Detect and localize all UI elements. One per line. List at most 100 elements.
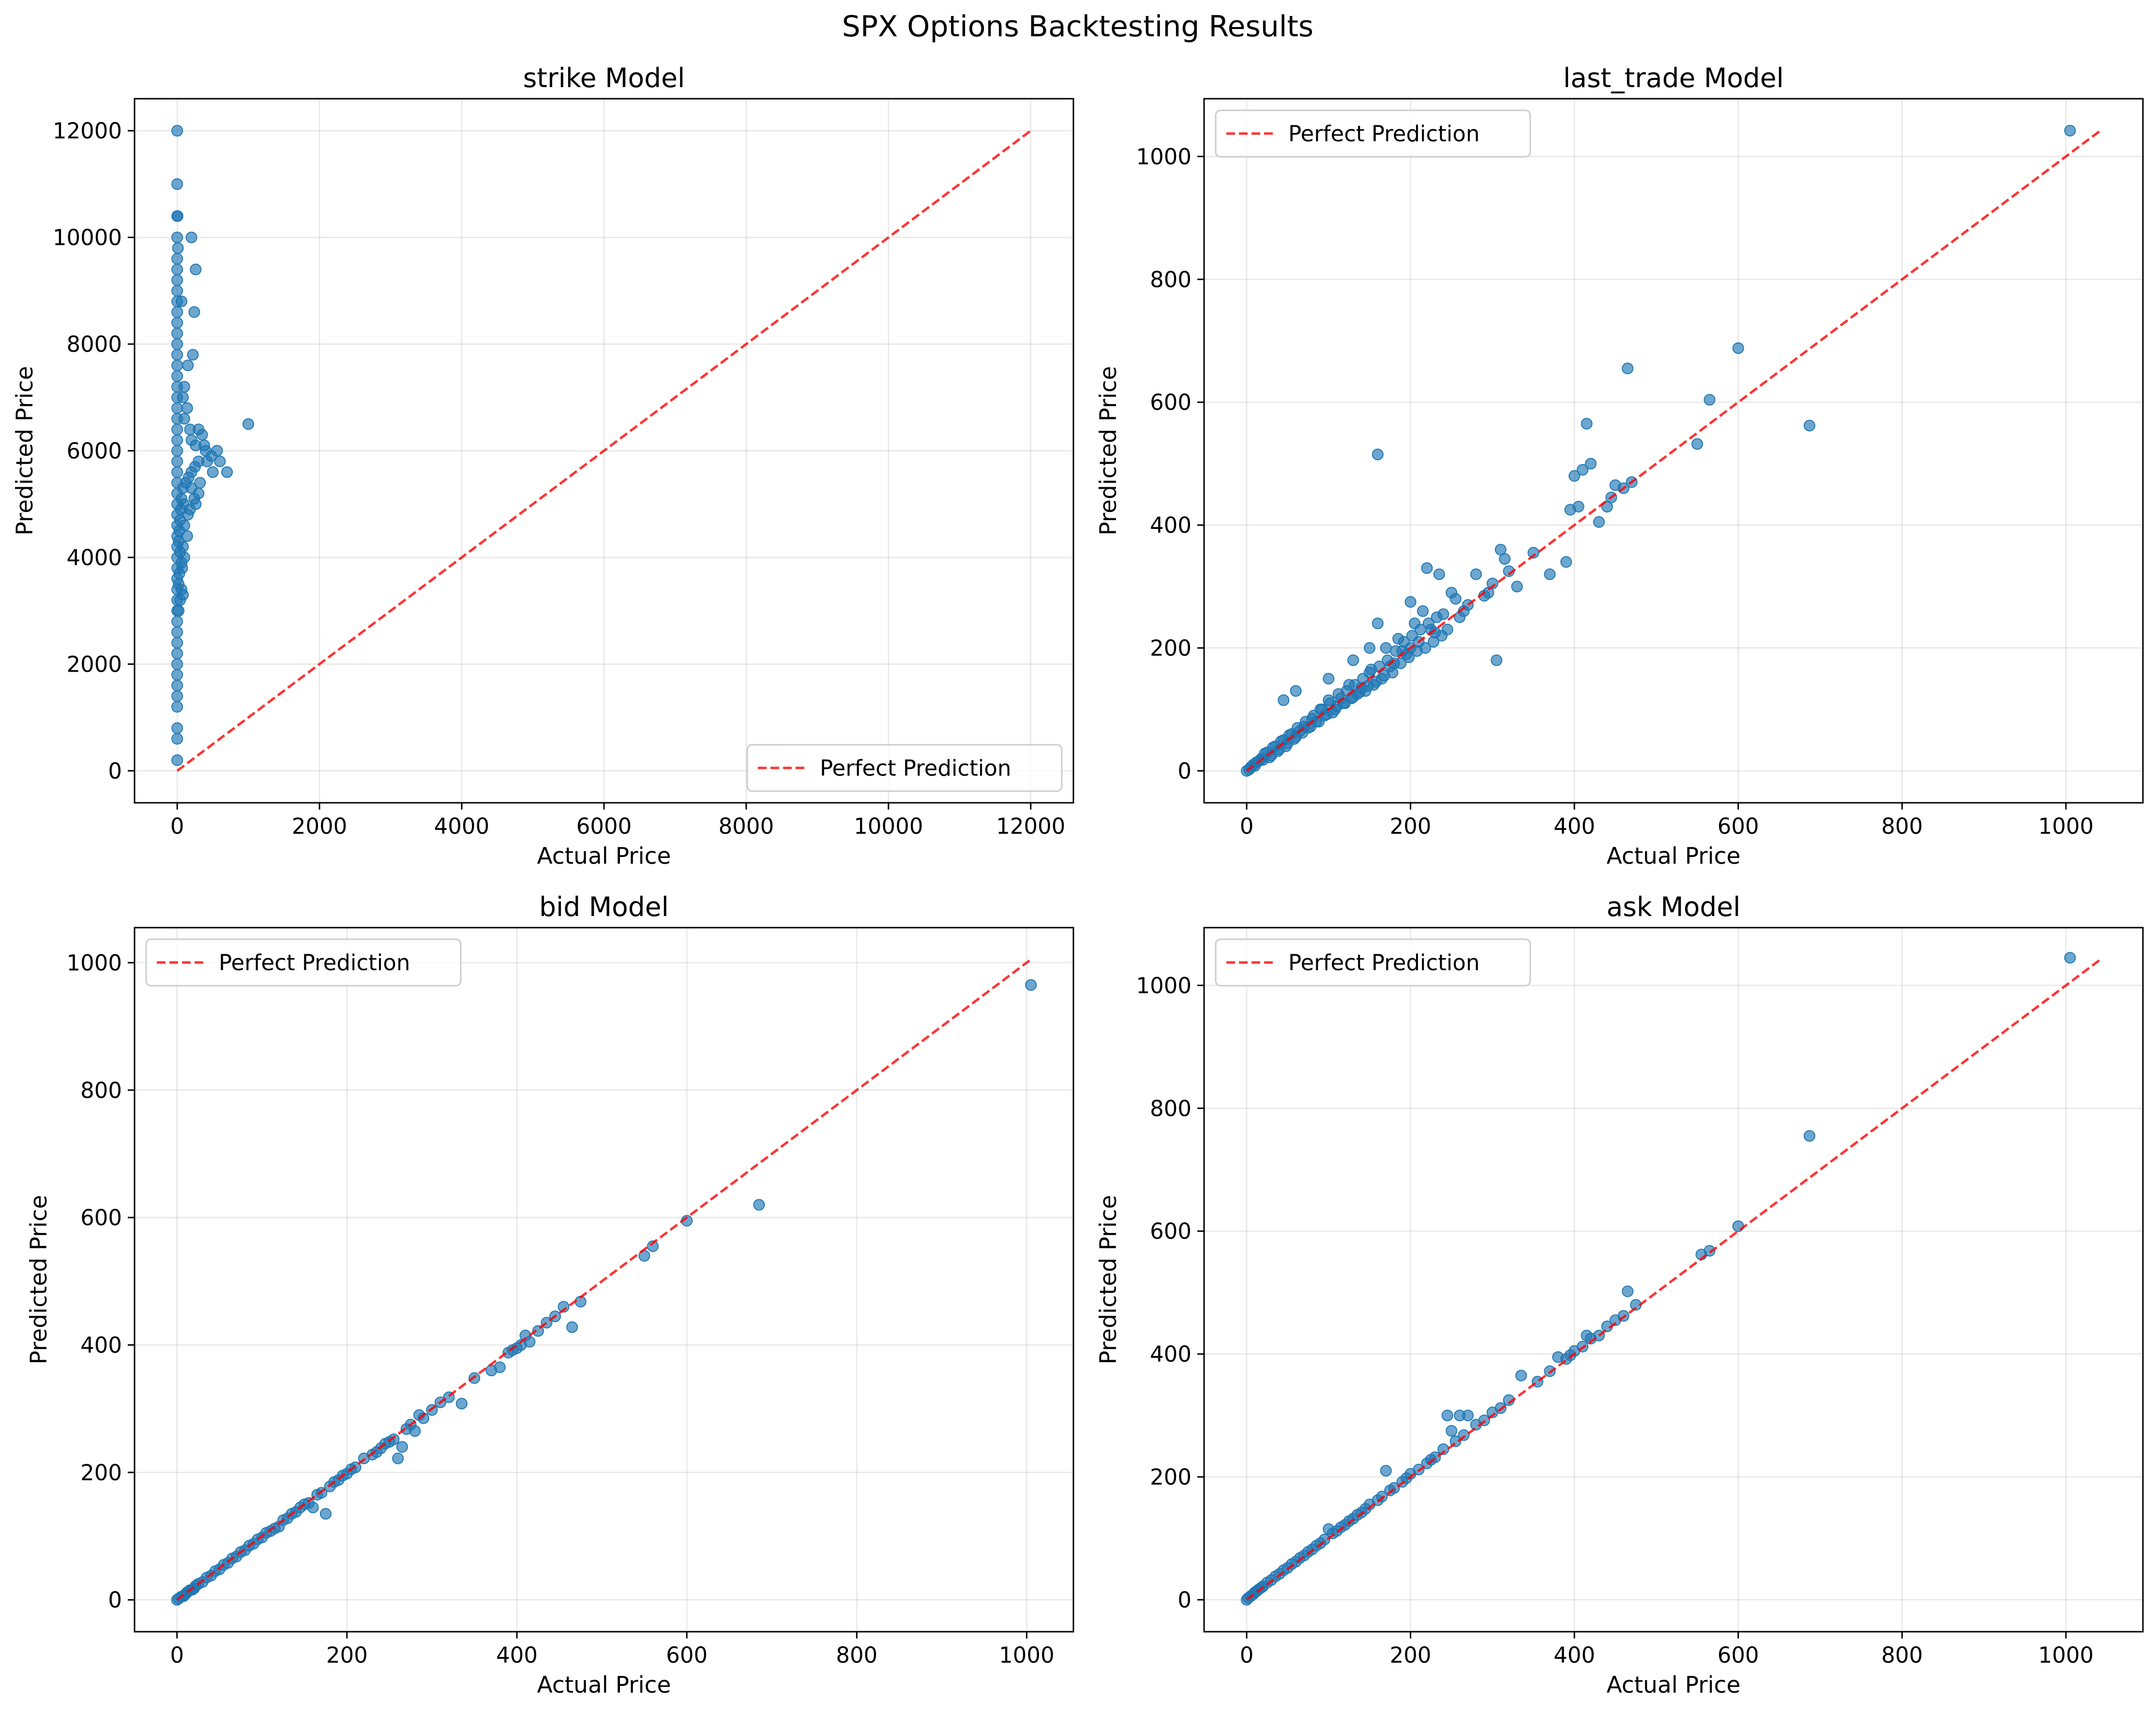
data-point <box>1560 556 1572 568</box>
data-point <box>196 429 208 441</box>
data-point <box>1433 568 1445 580</box>
data-point <box>1347 654 1359 666</box>
y-tick-label: 0 <box>1177 1587 1191 1613</box>
y-tick-label: 1000 <box>1136 973 1191 998</box>
legend: Perfect Prediction <box>145 938 462 987</box>
y-tick-label: 8000 <box>66 331 122 357</box>
data-point <box>1486 1406 1498 1418</box>
axes-frame <box>134 927 1074 1633</box>
data-point <box>1278 694 1290 706</box>
data-point <box>1398 636 1410 648</box>
data-point <box>455 1397 467 1410</box>
y-tick-label: 400 <box>1150 512 1191 538</box>
x-tick-label: 2000 <box>292 813 347 839</box>
data-point <box>2064 125 2076 137</box>
x-tick-label: 200 <box>326 1642 368 1668</box>
subplot-title: ask Model <box>1607 891 1741 922</box>
data-point <box>171 306 183 318</box>
data-point <box>1622 362 1634 375</box>
x-axis-label: Actual Price <box>537 1672 671 1698</box>
data-point <box>171 445 183 457</box>
data-point <box>1622 1285 1634 1297</box>
data-point <box>171 616 183 628</box>
y-tick-label: 6000 <box>66 438 122 464</box>
y-tick-label: 10000 <box>53 225 122 251</box>
x-tick-label: 800 <box>836 1642 877 1668</box>
legend-label: Perfect Prediction <box>1288 950 1480 976</box>
data-point <box>1564 504 1576 516</box>
data-point <box>181 530 193 542</box>
data-point <box>178 381 190 393</box>
data-point <box>1422 617 1434 630</box>
x-tick-label: 600 <box>666 1642 708 1668</box>
y-tick-label: 600 <box>1150 1218 1191 1244</box>
figure-title: SPX Options Backtesting Results <box>842 10 1313 44</box>
data-point <box>177 391 189 404</box>
x-tick-label: 0 <box>1240 813 1254 839</box>
x-tick-label: 400 <box>1553 813 1595 839</box>
data-point <box>176 562 188 574</box>
x-tick-label: 1000 <box>999 1642 1055 1668</box>
data-point <box>1372 617 1384 630</box>
x-tick-label: 0 <box>1240 1642 1254 1668</box>
y-tick-label: 2000 <box>66 651 122 677</box>
y-axis-label: Predicted Price <box>12 366 38 535</box>
data-point <box>1403 651 1415 663</box>
y-tick-label: 0 <box>108 758 122 784</box>
perfect-prediction-line <box>176 130 1032 772</box>
data-point <box>1804 420 1816 432</box>
axes-frame <box>1203 98 2144 804</box>
y-axis-label: Predicted Price <box>1095 1195 1122 1364</box>
data-point <box>171 733 183 745</box>
data-point <box>171 455 183 467</box>
legend-box <box>746 744 1063 792</box>
data-point <box>1691 438 1704 450</box>
subplot-4: 0 200 400 600 800 1000 0 200 400 600 800 1000 ask Mo… <box>1095 891 2144 1698</box>
data-point <box>171 647 183 660</box>
y-tick-label: 400 <box>1150 1341 1191 1367</box>
x-tick-label: 8000 <box>719 813 774 839</box>
subplot-title: strike Model <box>523 62 685 93</box>
data-point <box>177 541 189 553</box>
data-point <box>2064 952 2076 964</box>
scatter-series <box>171 125 255 766</box>
data-point <box>1581 418 1593 430</box>
data-point <box>187 349 199 361</box>
data-point <box>171 626 183 638</box>
data-point <box>566 1321 578 1333</box>
y-tick-label: 0 <box>108 1587 122 1613</box>
y-tick-label: 200 <box>80 1460 122 1486</box>
data-point <box>1419 642 1432 654</box>
data-point <box>171 338 183 350</box>
x-axis-label: Actual Price <box>1607 1672 1741 1698</box>
x-tick-label: 400 <box>1553 1642 1595 1668</box>
subplot-2: 0 200 400 600 800 1000 0 200 400 600 800 1000 last_t… <box>1095 62 2144 870</box>
data-point <box>171 231 183 243</box>
data-point <box>178 413 190 425</box>
x-tick-label: 0 <box>170 813 184 839</box>
data-point <box>171 754 183 766</box>
y-tick-label: 600 <box>1150 390 1191 415</box>
subplot-title: last_trade Model <box>1563 62 1784 93</box>
x-tick-label: 800 <box>1881 1642 1923 1668</box>
data-point <box>1406 630 1418 642</box>
legend-label: Perfect Prediction <box>1288 121 1480 147</box>
legend-label: Perfect Prediction <box>820 755 1011 781</box>
x-tick-label: 4000 <box>434 813 490 839</box>
data-point <box>171 178 183 190</box>
data-point <box>171 316 183 329</box>
x-tick-label: 600 <box>1718 1642 1759 1668</box>
data-point <box>1470 568 1482 580</box>
data-point <box>171 669 183 681</box>
data-point <box>1363 642 1375 654</box>
data-point <box>1454 611 1466 623</box>
x-tick-label: 400 <box>496 1642 538 1668</box>
data-point <box>171 637 183 649</box>
data-point <box>1494 543 1507 556</box>
data-point <box>1581 1330 1593 1342</box>
data-point <box>1568 470 1581 482</box>
data-point <box>171 690 183 702</box>
data-point <box>1446 586 1458 599</box>
data-point <box>1290 685 1302 697</box>
data-point <box>1593 516 1605 528</box>
